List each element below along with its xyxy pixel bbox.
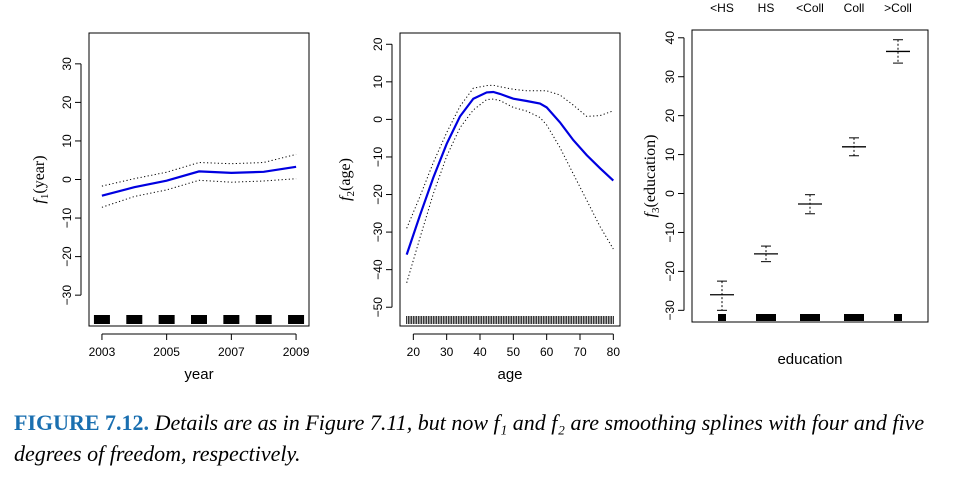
panel-age-y-tick-label: −40 [371, 259, 385, 280]
panel-age-x-tick-label: 70 [573, 345, 587, 359]
panel-age-x-tick-label: 50 [507, 345, 521, 359]
panel-year-fit-line [101, 165, 297, 197]
panel-year-x-tick-label: 2009 [283, 345, 310, 359]
panel-education-category-label: HS [758, 1, 775, 15]
panel-age-y-tick-label: 20 [371, 37, 385, 51]
panel-education-rug-mark [844, 314, 864, 321]
panel-education-y-tick-label: −20 [663, 261, 677, 282]
panel-education-y-tick-label: 40 [663, 31, 677, 45]
panel-education-y-tick-label: 30 [663, 70, 677, 84]
caption-label: FIGURE 7.12. [14, 410, 150, 435]
panel-education-y-tick-label: 20 [663, 109, 677, 123]
panel-education-rug-mark [718, 314, 726, 321]
panel-education-rug-mark [756, 314, 776, 321]
panel-year-y-tick-label: 20 [60, 95, 74, 109]
panel-age-x-tick-label: 30 [440, 345, 454, 359]
panel-year-rug-mark [158, 315, 175, 324]
panel-education-category-label: <Coll [796, 1, 824, 15]
panel-year-y-tick-label: −20 [60, 246, 74, 267]
panel-age-ylabel: f2(age) [337, 158, 357, 201]
panel-age-x-tick-label: 60 [540, 345, 554, 359]
panel-education-rug-mark [800, 314, 820, 321]
figure-caption: FIGURE 7.12. Details are as in Figure 7.… [14, 407, 954, 469]
panel-year-upper-band [101, 153, 297, 187]
panel-age-x-tick-label: 80 [607, 345, 621, 359]
panel-education-frame [691, 29, 929, 323]
panel-education: −30 −20 −10 0 10 20 30 40 f3(education) education… [642, 1, 929, 368]
panel-year-y-tick-label: 30 [60, 57, 74, 71]
panel-age-y-tick-label: 10 [371, 75, 385, 89]
panel-year-rug-mark [255, 315, 272, 324]
panel-year-x-tick-label: 2007 [218, 345, 245, 359]
caption-text: Details are as in Figure 7.11, but now f… [14, 410, 925, 466]
panel-age-y-tick-label: −30 [371, 222, 385, 243]
panel-age-frame [399, 32, 621, 327]
panel-year-rug-mark [223, 315, 240, 324]
panel-age-y-tick-label: 0 [371, 116, 385, 123]
panel-year-rug-mark [191, 315, 207, 324]
panel-education-y-tick-label: −30 [663, 300, 677, 321]
panel-year-frame [88, 32, 310, 327]
figure-panels: −30 −20 −10 0 10 20 30 2003 2005 2007 2009 year f1(y… [31, 1, 929, 383]
panel-education-y-tick-label: 10 [663, 148, 677, 162]
panel-year-x-tick-label: 2003 [89, 345, 116, 359]
panel-year-y-tick-label: 10 [60, 134, 74, 148]
panel-age-y-tick-label: −10 [371, 146, 385, 167]
panel-year-rug-mark [288, 315, 305, 324]
panel-age-xlabel: age [497, 366, 522, 383]
panel-year-y-tick-label: −30 [60, 285, 74, 306]
panel-age-y-tick-label: −20 [371, 184, 385, 205]
panel-year-x-tick-label: 2005 [153, 345, 180, 359]
panel-year-y-tick-label: 0 [60, 176, 74, 183]
panel-age-y-tick-label: −50 [371, 297, 385, 318]
panel-year-rug-mark [93, 315, 110, 324]
panel-year-y-tick-label: −10 [60, 208, 74, 229]
panel-year-ylabel: f1(year) [31, 155, 51, 203]
panel-education-xlabel: education [777, 351, 842, 368]
panel-education-y-tick-label: −10 [663, 222, 677, 243]
panel-year: −30 −20 −10 0 10 20 30 2003 2005 2007 2009 year f1(y… [31, 32, 310, 383]
panel-education-category-label: >Coll [884, 1, 912, 15]
panel-year-lower-band [101, 178, 297, 208]
panel-age-upper-band [406, 84, 614, 229]
panel-year-rug-mark [126, 315, 143, 324]
panel-age-x-tick-label: 40 [473, 345, 487, 359]
panel-age-lower-band [406, 98, 614, 283]
panel-education-category-label: Coll [844, 1, 865, 15]
panel-age-fit-line [405, 90, 615, 255]
panel-education-y-tick-label: 0 [663, 190, 677, 197]
panel-age: −50 −40 −30 −20 −10 0 10 20 20 30 40 50 60 70 80 age f2(… [337, 32, 621, 383]
panel-education-ylabel: f3(education) [642, 135, 662, 218]
panel-education-category-label: <HS [710, 1, 734, 15]
panel-age-x-tick-label: 20 [407, 345, 421, 359]
panel-education-rug-mark [894, 314, 902, 321]
panel-year-xlabel: year [184, 366, 213, 383]
